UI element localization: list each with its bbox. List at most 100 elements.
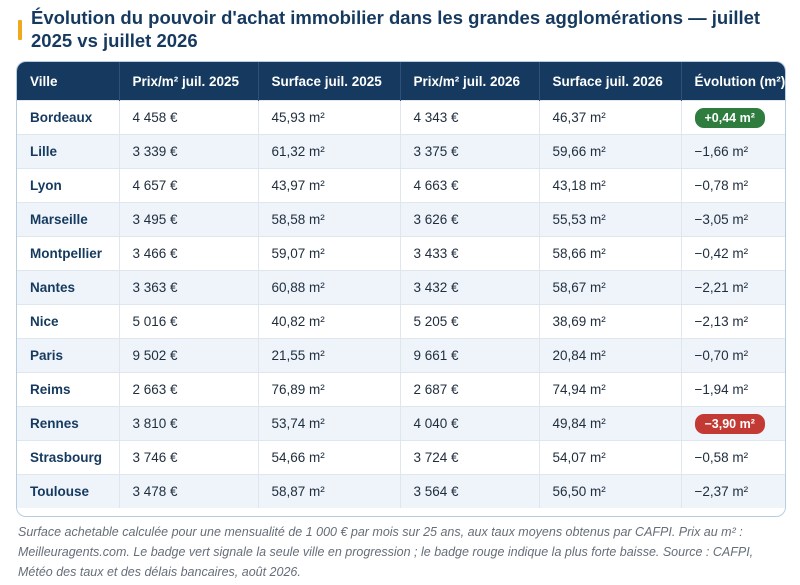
cell-surface-2025: 40,82 m² [258,304,401,339]
cell-surface-2026: 49,84 m² [539,406,682,441]
cell-city: Reims [17,372,120,407]
column-header-evolution: Évolution (m²) [681,62,785,101]
cell-evolution: −0,58 m² [681,440,785,475]
cell-surface-2025: 21,55 m² [258,338,401,373]
cell-price-2026: 3 724 € [400,440,540,475]
cell-evolution: −0,78 m² [681,168,785,203]
page-title: Évolution du pouvoir d'achat immobilier … [31,7,761,51]
table-row: Nantes 3 363 €60,88 m² 3 432 €58,67 m² −2,2… [17,270,785,305]
column-header-city: Ville [17,62,120,101]
cell-surface-2026: 59,66 m² [539,134,682,169]
cell-surface-2026: 58,67 m² [539,270,682,305]
cell-surface-2025: 76,89 m² [258,372,401,407]
cell-price-2025: 3 746 € [119,440,259,475]
data-table-card: Ville Prix/m² juil. 2025 Surface juil. 2… [16,61,786,517]
cell-price-2026: 2 687 € [400,372,540,407]
cell-surface-2026: 58,66 m² [539,236,682,271]
cell-city: Paris [17,338,120,373]
cell-price-2025: 4 458 € [119,100,259,135]
table-row: Nice 5 016 €40,82 m² 5 205 €38,69 m² −2,13 … [17,304,785,339]
column-header-surface-2025: Surface juil. 2025 [258,62,401,101]
table-body: Bordeaux 4 458 €45,93 m² 4 343 €46,37 m² +0… [17,100,785,508]
cell-surface-2026: 38,69 m² [539,304,682,339]
column-header-surface-2026: Surface juil. 2026 [539,62,682,101]
cell-price-2025: 4 657 € [119,168,259,203]
column-header-price-2025: Prix/m² juil. 2025 [119,62,259,101]
footnote: Surface achetable calculée pour une mens… [18,525,754,579]
cell-price-2026: 9 661 € [400,338,540,373]
header-row: Ville Prix/m² juil. 2025 Surface juil. 2… [17,62,785,101]
cell-price-2026: 4 343 € [400,100,540,135]
cell-surface-2026: 20,84 m² [539,338,682,373]
cell-price-2025: 3 810 € [119,406,259,441]
table-row: Rennes 3 810 €53,74 m² 4 040 €49,84 m² −3,9… [17,406,785,441]
cell-surface-2025: 60,88 m² [258,270,401,305]
cell-evolution: −2,21 m² [681,270,785,305]
cell-price-2025: 9 502 € [119,338,259,373]
column-header-price-2026: Prix/m² juil. 2026 [400,62,540,101]
title-block: Évolution du pouvoir d'achat immobilier … [0,0,800,58]
cell-price-2025: 3 478 € [119,474,259,508]
cell-price-2025: 5 016 € [119,304,259,339]
cell-price-2026: 3 375 € [400,134,540,169]
cell-surface-2025: 58,58 m² [258,202,401,237]
cell-evolution: +0,44 m² [681,100,785,135]
table-row: Reims 2 663 €76,89 m² 2 687 €74,94 m² −1,94… [17,372,785,407]
cell-price-2026: 4 663 € [400,168,540,203]
cell-surface-2025: 61,32 m² [258,134,401,169]
cell-price-2025: 3 363 € [119,270,259,305]
table-header: Ville Prix/m² juil. 2025 Surface juil. 2… [17,62,785,101]
cell-surface-2026: 56,50 m² [539,474,682,508]
cell-city: Montpellier [17,236,120,271]
cell-surface-2026: 74,94 m² [539,372,682,407]
cell-evolution: −2,13 m² [681,304,785,339]
cell-city: Toulouse [17,474,120,508]
cell-price-2026: 3 626 € [400,202,540,237]
cell-surface-2025: 45,93 m² [258,100,401,135]
table-row: Marseille 3 495 €58,58 m² 3 626 €55,53 m² −… [17,202,785,237]
cell-price-2026: 3 433 € [400,236,540,271]
cell-city: Lille [17,134,120,169]
title-accent-bar [18,20,22,40]
table-row: Montpellier 3 466 €59,07 m² 3 433 €58,66 m… [17,236,785,271]
cell-surface-2026: 54,07 m² [539,440,682,475]
cell-surface-2026: 46,37 m² [539,100,682,135]
cell-evolution: −3,05 m² [681,202,785,237]
cell-surface-2025: 43,97 m² [258,168,401,203]
cell-price-2026: 4 040 € [400,406,540,441]
cell-surface-2025: 58,87 m² [258,474,401,508]
table-row: Strasbourg 3 746 €54,66 m² 3 724 €54,07 m²… [17,440,785,475]
table-row: Lille 3 339 €61,32 m² 3 375 €59,66 m² −1,66… [17,134,785,169]
cell-surface-2025: 53,74 m² [258,406,401,441]
cell-surface-2026: 55,53 m² [539,202,682,237]
data-table: Ville Prix/m² juil. 2025 Surface juil. 2… [17,62,785,508]
cell-price-2025: 3 339 € [119,134,259,169]
cell-evolution: −0,42 m² [681,236,785,271]
cell-price-2026: 3 432 € [400,270,540,305]
cell-evolution: −1,66 m² [681,134,785,169]
cell-surface-2025: 59,07 m² [258,236,401,271]
cell-price-2026: 5 205 € [400,304,540,339]
table-row: Toulouse 3 478 €58,87 m² 3 564 €56,50 m² −2… [17,474,785,508]
cell-city: Lyon [17,168,120,203]
cell-price-2025: 3 466 € [119,236,259,271]
evolution-badge-down: −3,90 m² [694,413,765,434]
cell-evolution: −0,70 m² [681,338,785,373]
cell-city: Nice [17,304,120,339]
cell-evolution: −1,94 m² [681,372,785,407]
table-row: Bordeaux 4 458 €45,93 m² 4 343 €46,37 m² +0… [17,100,785,135]
cell-city: Bordeaux [17,100,120,135]
evolution-badge-up: +0,44 m² [694,107,765,128]
cell-city: Marseille [17,202,120,237]
cell-city: Strasbourg [17,440,120,475]
cell-city: Rennes [17,406,120,441]
cell-evolution: −3,90 m² [681,406,785,441]
table-row: Lyon 4 657 €43,97 m² 4 663 €43,18 m² −0,78 … [17,168,785,203]
cell-price-2026: 3 564 € [400,474,540,508]
cell-surface-2026: 43,18 m² [539,168,682,203]
cell-price-2025: 2 663 € [119,372,259,407]
cell-evolution: −2,37 m² [681,474,785,508]
cell-city: Nantes [17,270,120,305]
cell-surface-2025: 54,66 m² [258,440,401,475]
cell-price-2025: 3 495 € [119,202,259,237]
